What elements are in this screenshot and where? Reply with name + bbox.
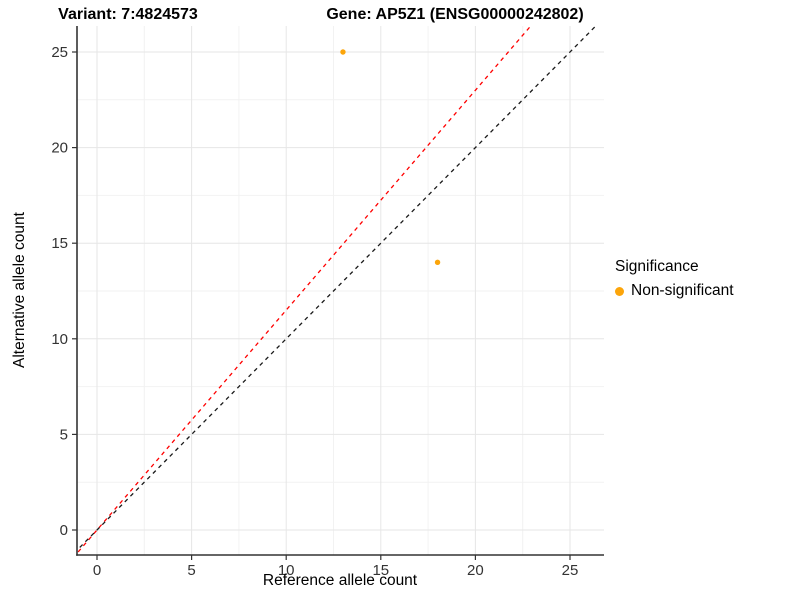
x-tick-label: 25 — [562, 562, 579, 579]
y-tick-label: 10 — [51, 331, 68, 348]
x-tick-label: 5 — [187, 562, 195, 579]
y-tick-label: 0 — [60, 522, 68, 539]
data-point — [434, 259, 441, 266]
legend: Significance Non-significant — [615, 258, 734, 300]
x-tick-label: 10 — [278, 562, 295, 579]
x-tick-label: 20 — [467, 562, 484, 579]
legend-title: Significance — [615, 258, 699, 275]
y-axis-label: Alternative allele count — [11, 212, 28, 368]
identity-line — [77, 26, 597, 552]
variant-title: Variant: 7:4824573 — [58, 6, 198, 23]
x-axis-label: Reference allele count — [262, 572, 418, 589]
x-tick-label: 15 — [372, 562, 389, 579]
non-significant-point-icon — [615, 286, 624, 296]
y-tick-label: 15 — [51, 235, 68, 252]
y-tick-label: 20 — [51, 140, 68, 157]
x-tick-label: 0 — [93, 562, 101, 579]
data-point — [340, 49, 346, 55]
legend-item-non-significant: Non-significant — [615, 282, 734, 300]
gene-title: Gene: AP5Z1 (ENSG00000242802) — [326, 6, 584, 23]
legend-item-label: Non-significant — [631, 282, 734, 299]
y-tick-label: 5 — [60, 426, 68, 443]
y-tick-label: 25 — [51, 44, 68, 61]
expected-ratio-line — [77, 26, 532, 555]
